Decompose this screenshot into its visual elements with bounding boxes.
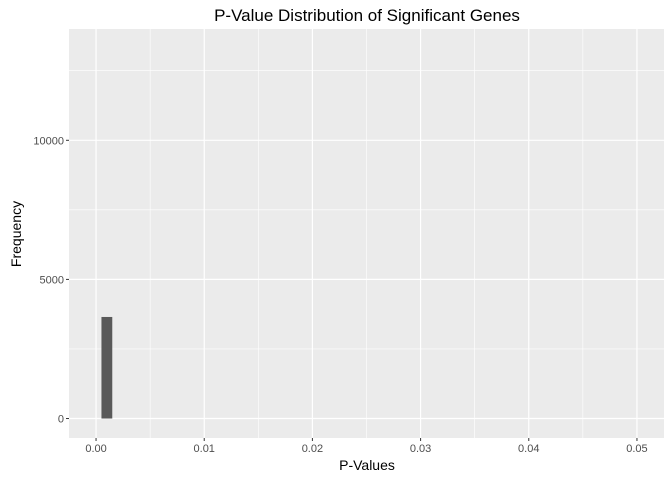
- x-tick-label: 0.05: [626, 443, 647, 455]
- y-tick-label: 0: [58, 414, 64, 426]
- grid-minor: [69, 29, 664, 438]
- y-axis-title: Frequency: [8, 201, 24, 267]
- x-tick-label: 0.00: [85, 443, 106, 455]
- y-tick-label: 10000: [33, 135, 64, 147]
- bars: [101, 316, 113, 419]
- x-tick-label: 0.02: [302, 443, 323, 455]
- x-axis-title: P-Values: [339, 457, 395, 473]
- y-axis: 0 5000 10000: [33, 135, 69, 426]
- grid-major: [69, 29, 664, 438]
- x-tick-label: 0.04: [518, 443, 539, 455]
- x-axis: 0.00 0.01 0.02 0.03 0.04 0.05: [85, 438, 648, 455]
- x-tick-label: 0.03: [410, 443, 431, 455]
- y-tick-label: 5000: [40, 274, 64, 286]
- chart-title: P-Value Distribution of Significant Gene…: [214, 6, 520, 25]
- x-tick-label: 0.01: [194, 443, 215, 455]
- histogram-bar: [101, 316, 113, 419]
